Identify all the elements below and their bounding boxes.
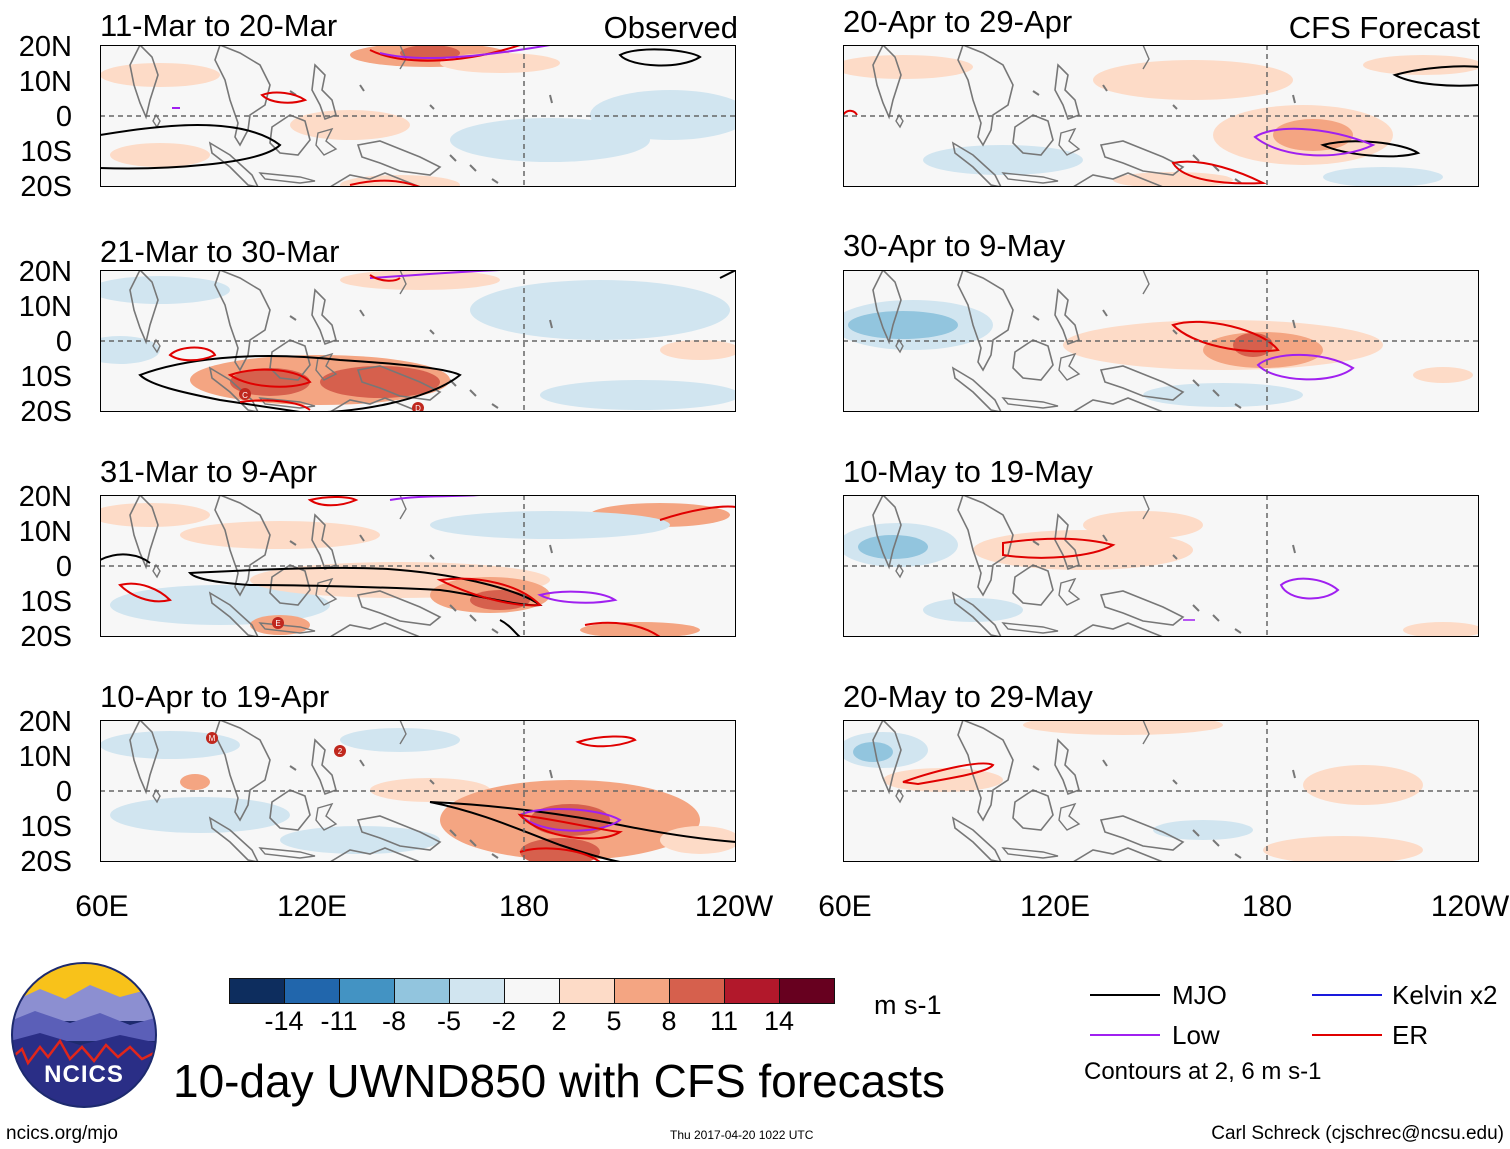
lon-label-60e-right: 60E [818,890,872,923]
storm-marker-label: 2 [338,747,343,756]
map-panel-observed-3: E [100,495,736,637]
storm-marker [412,402,424,412]
colorbar-swatch [560,979,615,1003]
legend-label-kelvin: Kelvin x2 [1392,980,1498,1010]
footer-timestamp: Thu 2017-04-20 1022 UTC [670,1128,814,1142]
colorbar-swatch [285,979,340,1003]
colorbar-swatch [725,979,780,1003]
footer-url[interactable]: ncics.org/mjo [6,1123,118,1144]
storm-marker-label: D [415,404,421,412]
map-panel-forecast-1 [843,45,1479,187]
lat-label: 20S [20,846,72,878]
map-panel-forecast-3 [843,495,1479,637]
panel-title-obs-3: 31-Mar to 9-Apr [100,454,318,489]
colorbar-tick: 14 [763,1006,795,1036]
legend-line-low [1090,1034,1160,1036]
panel-title-obs-2: 21-Mar to 30-Mar [100,234,340,269]
colorbar [229,978,835,1004]
lat-label: 10N [18,516,72,548]
legend-note: Contours at 2, 6 m s-1 [1084,1058,1322,1085]
footer-credit: Carl Schreck (cjschrec@ncsu.edu) [1211,1123,1504,1144]
storm-marker [206,732,218,744]
lon-label-120e-right: 120E [1019,890,1091,923]
lon-label-120w-right: 120W [1430,890,1510,923]
storm-marker [272,617,284,629]
lat-label: 10S [20,361,72,393]
storm-marker-label: M [209,734,216,743]
colorbar-swatch [230,979,285,1003]
storm-marker [239,388,251,400]
colorbar-tick: -11 [320,1006,358,1036]
map-panel-observed-2: C D [100,270,736,412]
colorbar-swatch [340,979,395,1003]
map-panel-forecast-2 [843,270,1479,412]
colorbar-tick: 5 [606,1006,622,1036]
ncics-logo: NCICS [10,961,158,1109]
lat-label: 0 [55,326,72,358]
lat-label: 20S [20,621,72,653]
lon-label-180-left: 180 [498,890,550,923]
lat-label: 20N [18,706,72,738]
lat-label: 20S [20,396,72,428]
lon-label-180-right: 180 [1241,890,1293,923]
storm-marker-label: C [242,391,248,400]
colorbar-swatch [505,979,560,1003]
panel-title-obs-4: 10-Apr to 19-Apr [100,679,330,714]
colorbar-swatch [670,979,725,1003]
lon-label-120e-left: 120E [276,890,348,923]
lat-label: 10N [18,741,72,773]
panel-title-fcst-3: 10-May to 19-May [843,454,1093,489]
colorbar-tick: 11 [709,1006,739,1036]
legend-line-mjo [1090,994,1160,996]
lon-label-60e-left: 60E [75,890,129,923]
lat-label: 10S [20,811,72,843]
lat-label: 10S [20,136,72,168]
map-panel-forecast-4 [843,720,1479,862]
colorbar-swatch [450,979,505,1003]
lat-label: 0 [55,101,72,133]
lat-label: 10S [20,586,72,618]
colorbar-tick: -8 [381,1006,407,1036]
map-panel-observed-1 [100,45,736,187]
forecast-label: CFS Forecast [1288,10,1480,45]
colorbar-tick: -14 [264,1006,304,1036]
storm-marker-label: E [275,619,280,628]
lat-label: 0 [55,776,72,808]
map-panel-observed-4: M 2 [100,720,736,862]
observed-label: Observed [603,10,738,45]
lat-label: 0 [55,551,72,583]
colorbar-tick: 2 [551,1006,567,1036]
colorbar-swatch [780,979,834,1003]
panel-title-obs-1: 11-Mar to 20-Mar [100,8,338,43]
lat-label: 10N [18,291,72,323]
legend-label-er: ER [1392,1020,1429,1050]
storm-marker [334,745,346,757]
lat-label: 20N [18,481,72,513]
lat-label: 20S [20,171,72,203]
colorbar-swatch [395,979,450,1003]
colorbar-swatch [615,979,670,1003]
legend-label-low: Low [1172,1020,1220,1050]
colorbar-tick: -5 [436,1006,462,1036]
legend-label-mjo: MJO [1172,980,1227,1010]
colorbar-tick: 8 [661,1006,677,1036]
legend-line-kelvin [1312,994,1382,996]
colorbar-units: m s-1 [874,990,942,1020]
colorbar-tick: -2 [491,1006,517,1036]
logo-text: NCICS [44,1061,124,1088]
main-title: 10-day UWND850 with CFS forecasts [173,1055,946,1107]
lat-label: 10N [18,66,72,98]
panel-title-fcst-2: 30-Apr to 9-May [843,228,1066,263]
lat-label: 20N [18,31,72,63]
panel-title-fcst-4: 20-May to 29-May [843,679,1093,714]
legend-line-er [1312,1034,1382,1036]
lat-label: 20N [18,256,72,288]
panel-title-fcst-1: 20-Apr to 29-Apr [843,4,1073,39]
lon-label-120w-left: 120W [694,890,774,923]
